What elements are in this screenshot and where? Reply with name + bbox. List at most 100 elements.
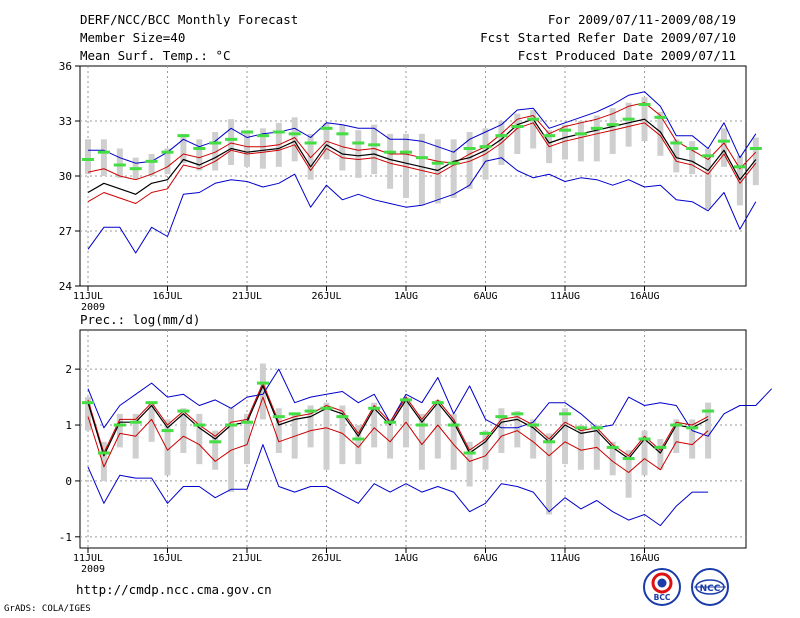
prec-ytick-label: 1 <box>65 419 72 432</box>
temp-marker <box>447 161 460 165</box>
temp-xtick-label: 11JUL <box>73 291 103 302</box>
prec-marker <box>225 423 238 427</box>
prec-ytick-label: 2 <box>65 363 72 376</box>
prec-xtick-label: 11JUL <box>73 553 103 564</box>
temp-ytick-label: 33 <box>59 115 72 128</box>
temp-marker <box>193 147 206 150</box>
prec-spread-box <box>450 413 457 470</box>
prec-spread-box <box>259 363 266 420</box>
temp-spread-box <box>403 133 409 198</box>
temp-spread-box <box>625 102 632 147</box>
temp-marker <box>97 150 110 154</box>
prec-marker <box>702 409 715 413</box>
temp-xtick-label: 21JUL <box>232 291 262 302</box>
prec-marker <box>559 412 571 416</box>
temp-xtick-label: 1AUG <box>394 291 418 302</box>
prec-marker <box>670 423 683 427</box>
chart-title: DERF/NCC/BCC Monthly Forecast <box>80 12 299 27</box>
temp-ytick-label: 30 <box>59 170 72 183</box>
temp-xtick-label: 16AUG <box>629 291 659 302</box>
temp-marker <box>384 150 397 154</box>
temp-spread-box <box>85 139 91 175</box>
forecast-started-date: Fcst Started Refer Date 2009/07/10 <box>480 30 736 45</box>
footer-url[interactable]: http://cmdp.ncc.cma.gov.cn <box>76 582 272 597</box>
prec-marker <box>638 437 651 441</box>
temp-marker <box>241 130 253 134</box>
prec-spread-box <box>85 397 91 431</box>
prec-spread-box <box>546 433 553 515</box>
temp-spread-box <box>307 133 314 180</box>
temp-marker <box>495 134 508 138</box>
temp-spread-box <box>116 148 123 178</box>
prec-spread-low-line <box>87 396 709 473</box>
prec-xtick-label: 21JUL <box>232 553 262 564</box>
prec-marker <box>336 415 349 419</box>
temp-marker <box>574 132 587 136</box>
temp-marker <box>256 134 269 138</box>
temp-spread-box <box>100 139 107 176</box>
temp-marker <box>177 134 190 138</box>
prec-spread-box <box>641 430 648 476</box>
temp-spread-box <box>466 132 473 189</box>
prec-spread-box <box>307 405 314 448</box>
temp-marker <box>336 132 349 136</box>
temp-spread-box <box>609 108 616 154</box>
prec-marker <box>431 401 444 405</box>
temp-xtick-label: 16JUL <box>152 291 182 302</box>
prec-marker <box>288 412 301 416</box>
temp-spread-box <box>196 139 203 171</box>
temp-ytick-label: 27 <box>59 225 72 238</box>
prec-marker <box>622 457 635 461</box>
bcc-logo: BCC <box>643 568 681 606</box>
prec-spread-box <box>148 402 155 442</box>
ncc-logo-text: NCC <box>700 584 721 594</box>
prec-spread-box <box>673 419 680 453</box>
prec-marker <box>574 426 587 430</box>
temp-ytick-label: 24 <box>59 280 73 293</box>
precip-panel-title: Prec.: log(mm/d) <box>80 312 200 327</box>
prec-marker <box>129 420 142 424</box>
temp-marker <box>749 147 762 150</box>
prec-marker <box>177 409 190 413</box>
temp-upper-bound-line <box>88 91 757 164</box>
temp-marker <box>702 154 715 158</box>
prec-spread-box <box>689 419 696 459</box>
prec-upper-bound-line <box>87 368 773 437</box>
prec-spread-box <box>514 411 521 448</box>
temp-marker <box>543 134 556 138</box>
prec-lower-bound-line <box>87 444 709 527</box>
prec-spread-box <box>371 402 378 448</box>
prec-spread-box <box>562 408 568 465</box>
bcc-logo-swirl-blue <box>657 578 667 588</box>
temp-marker <box>272 130 285 134</box>
prec-spread-box <box>387 419 394 459</box>
temp-marker <box>288 132 301 136</box>
prec-spread-box <box>355 425 362 465</box>
bcc-logo-swirl-red <box>651 572 673 594</box>
prec-spread-box <box>100 441 107 481</box>
prec-xtick-label: 6AUG <box>473 553 497 564</box>
temp-spread-box <box>593 115 600 162</box>
temp-marker <box>113 163 126 167</box>
temp-marker <box>304 141 317 145</box>
prec-xtick-label: 16JUL <box>152 553 182 564</box>
variable-label: Mean Surf. Temp.: °C <box>80 48 231 63</box>
temp-lower-bound-line <box>87 157 757 254</box>
temp-spread-box <box>657 111 664 156</box>
temp-marker <box>320 126 333 130</box>
prec-xtick-label: 16AUG <box>629 553 659 564</box>
forecast-produced-date: Fcst Produced Date 2009/07/11 <box>517 48 736 63</box>
temp-spread-box <box>291 117 298 162</box>
temp-marker <box>527 117 540 121</box>
prec-marker <box>82 401 94 405</box>
prec-ytick-label: -1 <box>59 531 72 544</box>
prec-marker <box>590 426 603 430</box>
temp-marker <box>511 125 524 128</box>
prec-spread-box <box>466 441 473 487</box>
prec-spread-box <box>244 413 250 465</box>
temp-marker <box>82 158 94 161</box>
temp-spread-box <box>228 119 235 165</box>
temp-spread-box <box>371 124 378 175</box>
prec-marker <box>400 398 412 402</box>
